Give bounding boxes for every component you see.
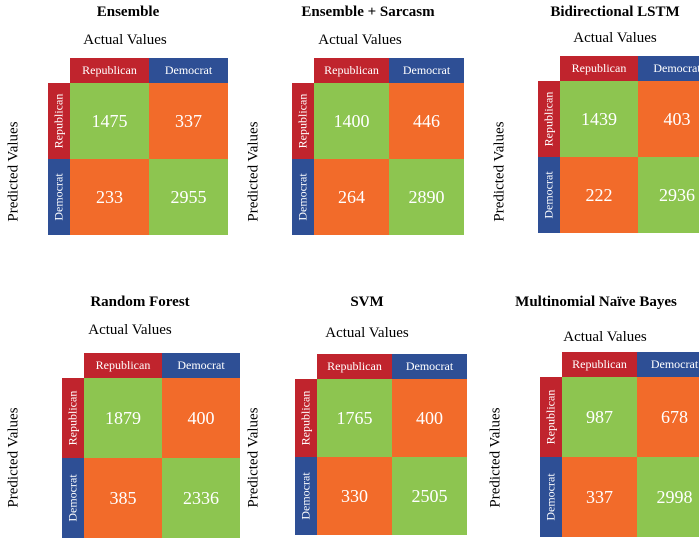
panel-title: Multinomial Naïve Bayes (515, 294, 677, 310)
actual-values-label: Actual Values (83, 32, 167, 48)
row-header-label: Democrat (51, 173, 66, 221)
cell-true-democrat: 2936 (638, 157, 699, 233)
cell-true-democrat: 2336 (162, 458, 240, 538)
row-header-label: Democrat (295, 173, 310, 221)
cell-true-republican: 1400 (314, 83, 389, 159)
actual-values-label: Actual Values (88, 322, 172, 338)
cell-false-democrat: 337 (562, 457, 637, 537)
row-header-democrat: Democrat (295, 457, 317, 535)
column-header-republican: Republican (317, 354, 392, 379)
cell-true-democrat: 2890 (389, 159, 464, 235)
row-header-republican: Republican (48, 83, 70, 159)
row-header-label: Republican (543, 389, 558, 445)
row-header-label: Democrat (541, 171, 556, 219)
row-header-democrat: Democrat (48, 159, 70, 235)
row-header-label: Democrat (543, 473, 558, 521)
predicted-values-label: Predicted Values (5, 407, 22, 508)
row-header-label: Democrat (65, 474, 80, 522)
row-header-label: Republican (541, 91, 556, 147)
cell-false-democrat: 385 (84, 458, 162, 538)
cell-true-republican: 1879 (84, 378, 162, 458)
cell-false-republican: 337 (149, 83, 228, 159)
row-header-republican: Republican (538, 81, 560, 157)
column-header-democrat: Democrat (149, 58, 228, 83)
predicted-values-label: Predicted Values (5, 121, 22, 222)
row-header-democrat: Democrat (292, 159, 314, 235)
cell-true-republican: 987 (562, 377, 637, 457)
cell-false-democrat: 233 (70, 159, 149, 235)
column-header-democrat: Democrat (162, 353, 240, 378)
actual-values-label: Actual Values (573, 30, 657, 46)
cell-false-republican: 400 (392, 379, 467, 457)
predicted-values-label: Predicted Values (487, 407, 504, 508)
column-header-democrat: Democrat (637, 352, 699, 377)
column-header-democrat: Democrat (389, 58, 464, 83)
cell-true-republican: 1475 (70, 83, 149, 159)
column-header-republican: Republican (84, 353, 162, 378)
row-header-republican: Republican (540, 377, 562, 457)
row-header-republican: Republican (292, 83, 314, 159)
cell-false-democrat: 330 (317, 457, 392, 535)
predicted-values-label: Predicted Values (245, 121, 262, 222)
cell-false-republican: 678 (637, 377, 699, 457)
cell-false-republican: 446 (389, 83, 464, 159)
column-header-republican: Republican (314, 58, 389, 83)
cell-true-democrat: 2955 (149, 159, 228, 235)
column-header-republican: Republican (560, 56, 638, 81)
actual-values-label: Actual Values (563, 329, 647, 345)
predicted-values-label: Predicted Values (245, 407, 262, 508)
row-header-label: Republican (65, 390, 80, 446)
panel-title: Ensemble + Sarcasm (301, 4, 435, 20)
row-header-label: Republican (298, 390, 313, 446)
cell-false-democrat: 222 (560, 157, 638, 233)
row-header-label: Republican (51, 93, 66, 149)
column-header-democrat: Democrat (392, 354, 467, 379)
row-header-democrat: Democrat (62, 458, 84, 538)
panel-title: Ensemble (96, 4, 160, 20)
panel-title: SVM (350, 294, 384, 310)
actual-values-label: Actual Values (318, 32, 402, 48)
actual-values-label: Actual Values (325, 325, 409, 341)
cell-false-democrat: 264 (314, 159, 389, 235)
cell-true-republican: 1439 (560, 81, 638, 157)
cell-true-republican: 1765 (317, 379, 392, 457)
cell-false-republican: 400 (162, 378, 240, 458)
row-header-label: Republican (295, 93, 310, 149)
row-header-label: Democrat (298, 472, 313, 520)
panel-title: Bidirectional LSTM (550, 4, 680, 20)
row-header-democrat: Democrat (538, 157, 560, 233)
cell-true-democrat: 2505 (392, 457, 467, 535)
row-header-republican: Republican (295, 379, 317, 457)
predicted-values-label: Predicted Values (491, 121, 508, 222)
row-header-republican: Republican (62, 378, 84, 458)
row-header-democrat: Democrat (540, 457, 562, 537)
cell-false-republican: 403 (638, 81, 699, 157)
column-header-republican: Republican (562, 352, 637, 377)
column-header-republican: Republican (70, 58, 149, 83)
cell-true-democrat: 2998 (637, 457, 699, 537)
column-header-democrat: Democrat (638, 56, 699, 81)
panel-title: Random Forest (90, 294, 190, 310)
